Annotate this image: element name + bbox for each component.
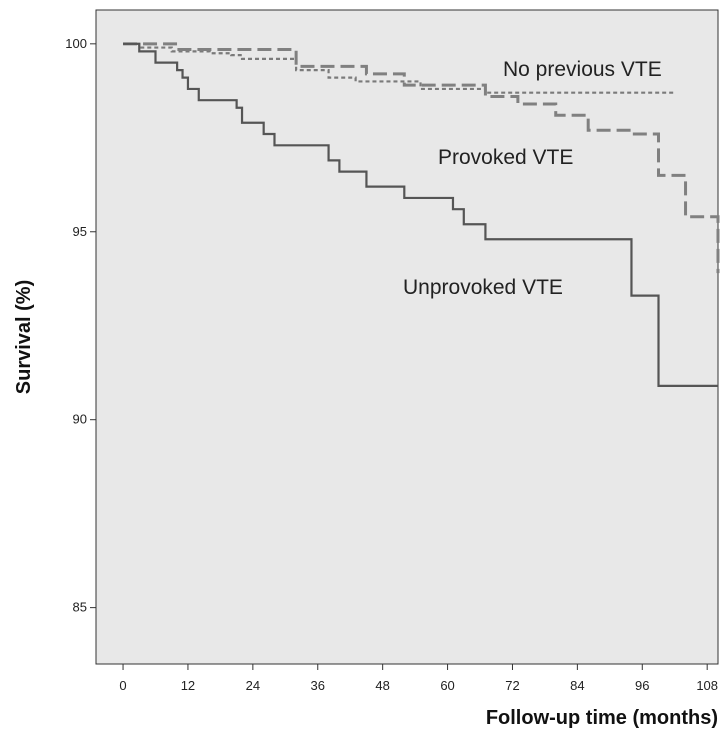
y-axis: 85 90 95 100 xyxy=(65,36,96,615)
x-tick-label: 84 xyxy=(570,678,584,693)
plot-area xyxy=(95,9,719,665)
y-tick-label: 85 xyxy=(73,600,87,615)
series-layer xyxy=(123,42,720,387)
series-line-unprovoked-vte xyxy=(123,42,718,387)
series-label-provoked-vte: Provoked VTE xyxy=(438,146,573,169)
x-tick-label: 0 xyxy=(119,678,126,693)
series-line-no-previous-vte xyxy=(123,42,675,94)
x-tick-label: 108 xyxy=(696,678,718,693)
y-axis-title: Survival (%) xyxy=(13,280,35,394)
x-axis: 0 12 24 36 48 60 72 84 96 108 xyxy=(119,664,718,693)
x-tick-label: 36 xyxy=(311,678,325,693)
y-tick-label: 100 xyxy=(65,36,87,51)
x-tick-label: 60 xyxy=(440,678,454,693)
y-tick-label: 90 xyxy=(73,412,87,427)
x-tick-label: 48 xyxy=(375,678,389,693)
series-line-provoked-vte xyxy=(123,42,720,274)
x-axis-title: Follow-up time (months) xyxy=(486,707,718,729)
x-tick-label: 24 xyxy=(246,678,260,693)
x-tick-label: 72 xyxy=(505,678,519,693)
y-tick-label: 95 xyxy=(73,224,87,239)
series-label-unprovoked-vte: Unprovoked VTE xyxy=(403,276,563,299)
x-tick-label: 12 xyxy=(181,678,195,693)
x-tick-label: 96 xyxy=(635,678,649,693)
series-labels: No previous VTE Provoked VTE Unprovoked VT… xyxy=(403,58,662,299)
series-label-no-previous-vte: No previous VTE xyxy=(503,58,662,81)
